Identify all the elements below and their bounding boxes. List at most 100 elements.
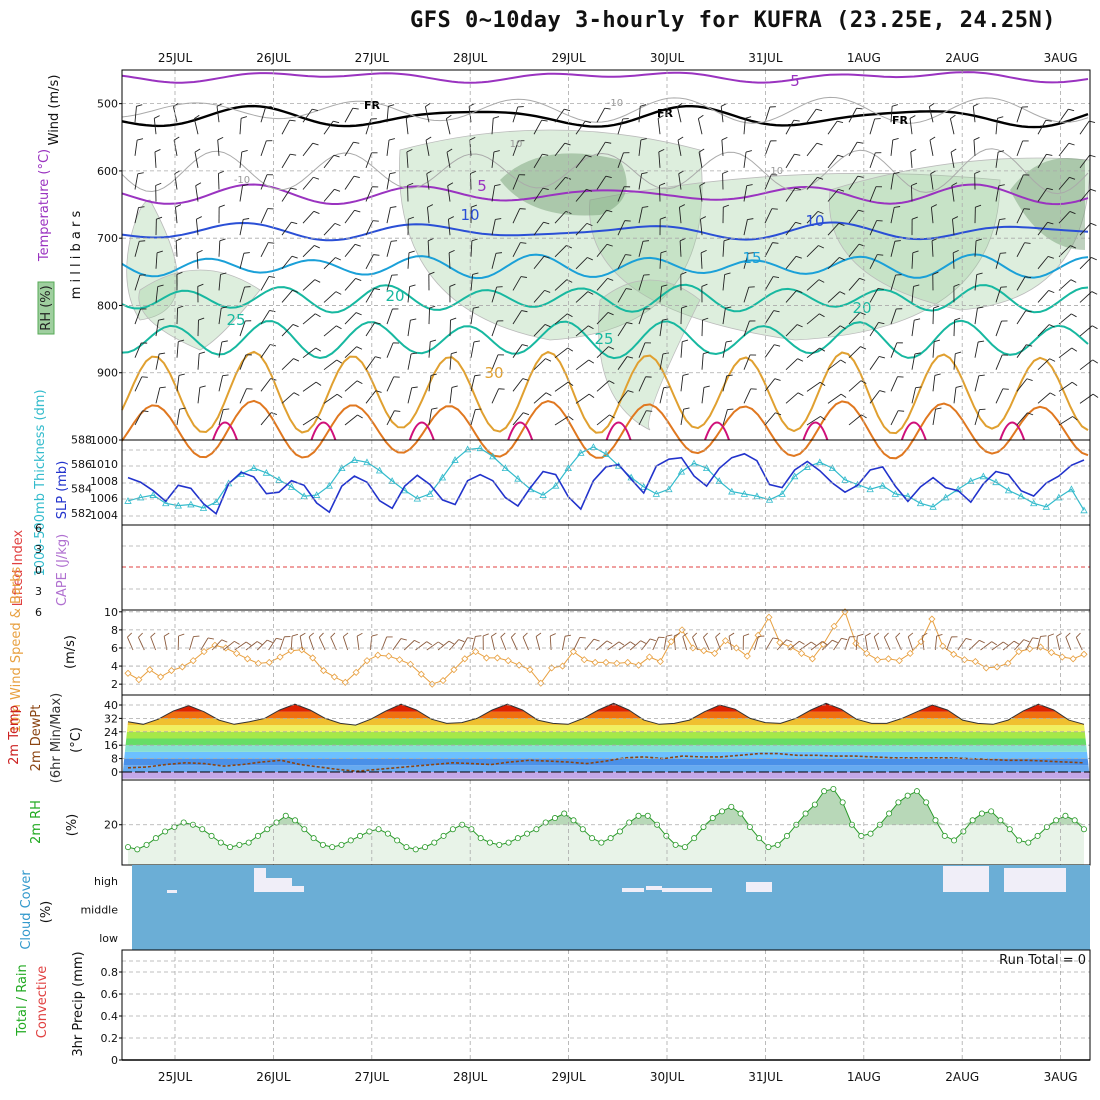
cloud-label: Cloud Cover bbox=[19, 870, 34, 950]
wind-barb bbox=[806, 245, 819, 258]
wind-speed-point bbox=[233, 649, 241, 657]
rh-legend-box bbox=[37, 281, 55, 335]
wind-speed-point bbox=[743, 652, 751, 660]
thickness-point bbox=[1030, 499, 1038, 507]
slp-thickness-panel bbox=[124, 443, 1088, 515]
wind-barb-flag bbox=[1023, 208, 1030, 210]
wind-barb-flag bbox=[997, 116, 1004, 119]
wind-barb-flag bbox=[449, 283, 456, 287]
rh2m-point bbox=[199, 826, 206, 833]
wind-barb bbox=[827, 393, 842, 404]
contour-5c bbox=[121, 183, 1089, 206]
wind-barb bbox=[134, 207, 139, 224]
wind-barb bbox=[470, 240, 473, 257]
wind-barb-flag bbox=[585, 154, 592, 158]
wind-barb-flag bbox=[914, 318, 921, 321]
wind-barb-flag bbox=[138, 632, 143, 638]
wind-barb bbox=[365, 288, 375, 303]
contour-40c bbox=[900, 421, 927, 441]
wind-barb bbox=[848, 243, 860, 258]
wind-barb bbox=[256, 639, 268, 651]
wind-barb-flag bbox=[427, 204, 434, 208]
wind-barb-flag bbox=[437, 641, 444, 646]
wind-barb-flag bbox=[414, 639, 420, 644]
wind-barb bbox=[491, 320, 498, 337]
wind-barb-flag bbox=[175, 237, 182, 242]
wind-barb-flag bbox=[334, 222, 341, 227]
wind-barb bbox=[596, 346, 609, 359]
bottom-date-label: 1AUG bbox=[847, 1070, 881, 1084]
wind-barb-flag bbox=[680, 271, 687, 275]
wind-barb bbox=[239, 286, 245, 303]
wind-barb bbox=[218, 308, 222, 325]
contour-label: 20 bbox=[852, 299, 871, 317]
bottom-date-label: 29JUL bbox=[551, 1070, 586, 1084]
thickness-point bbox=[212, 498, 220, 506]
contour-label: 10 bbox=[460, 206, 479, 224]
wind-barb bbox=[701, 387, 705, 404]
wind-barb-flag bbox=[646, 410, 653, 412]
wind-barb-flag bbox=[565, 176, 572, 180]
wind-barb bbox=[974, 409, 980, 426]
wind-barb-flag bbox=[426, 641, 433, 646]
wind-barb-flag bbox=[314, 245, 320, 249]
wind-barb bbox=[827, 257, 840, 270]
wind-barb bbox=[260, 174, 268, 190]
wind-barb-flag bbox=[723, 238, 730, 242]
wind-speed-point bbox=[287, 647, 295, 655]
thickness-point bbox=[463, 445, 472, 453]
contour-35c bbox=[121, 399, 1089, 460]
wind-barb-flag bbox=[375, 356, 382, 359]
wind-barb bbox=[260, 106, 267, 123]
wind-speed-point bbox=[178, 663, 186, 671]
top-date-label: 28JUL bbox=[453, 51, 488, 65]
wind-barb bbox=[883, 637, 891, 651]
rh2m-point bbox=[338, 841, 345, 848]
wind-speed-point bbox=[569, 648, 577, 656]
rh2m-point bbox=[180, 819, 187, 826]
rh2m-point bbox=[700, 823, 707, 830]
wind-barb bbox=[512, 276, 522, 291]
rh2m-point bbox=[422, 844, 429, 851]
wind-barb-flag bbox=[720, 103, 727, 107]
wind-barb bbox=[972, 106, 976, 123]
wind-barb bbox=[449, 320, 451, 337]
slp-tick: 1006 bbox=[90, 492, 118, 505]
wind-speed-point bbox=[309, 654, 317, 662]
wind-barb-flag bbox=[221, 340, 228, 343]
wind-barb-flag bbox=[473, 340, 480, 343]
wind-barb-flag bbox=[356, 380, 363, 385]
wind-barb-flag bbox=[567, 313, 573, 318]
wind-barb-flag bbox=[155, 182, 162, 186]
rh2m-point bbox=[208, 832, 215, 839]
rh2m-point bbox=[913, 788, 920, 795]
wind-barb-flag bbox=[475, 408, 482, 411]
wind-barb bbox=[302, 347, 316, 359]
wind-speed-point bbox=[928, 615, 936, 623]
cloud-gap bbox=[622, 888, 644, 892]
wind-speed-point bbox=[450, 666, 458, 674]
wind-barb bbox=[743, 354, 751, 370]
wind-barb bbox=[785, 187, 796, 202]
wind-barb-flag bbox=[173, 136, 180, 141]
contour-40c bbox=[999, 421, 1026, 441]
wind-speed-point bbox=[982, 664, 990, 672]
wind-barb-flag bbox=[973, 137, 980, 141]
wind-barb bbox=[806, 108, 817, 123]
rh2m-point bbox=[765, 844, 772, 851]
wind-barb-flag bbox=[975, 204, 982, 208]
wind-barb bbox=[952, 252, 955, 269]
wind-barb bbox=[951, 185, 955, 202]
wind-barb-flag bbox=[641, 172, 648, 175]
wind-barb-flag bbox=[796, 324, 803, 328]
y-tick-label: 16 bbox=[104, 739, 118, 752]
top-date-label: 25JUL bbox=[158, 51, 193, 65]
temp-band bbox=[122, 718, 1090, 726]
wind-barb-flag bbox=[795, 255, 802, 259]
wind-barb bbox=[155, 353, 160, 370]
wind-barb bbox=[575, 120, 586, 135]
wind-barb bbox=[239, 185, 243, 202]
y-tick-label: 0 bbox=[111, 766, 118, 779]
wind-barb bbox=[785, 120, 795, 135]
rh2m-point bbox=[496, 841, 503, 848]
